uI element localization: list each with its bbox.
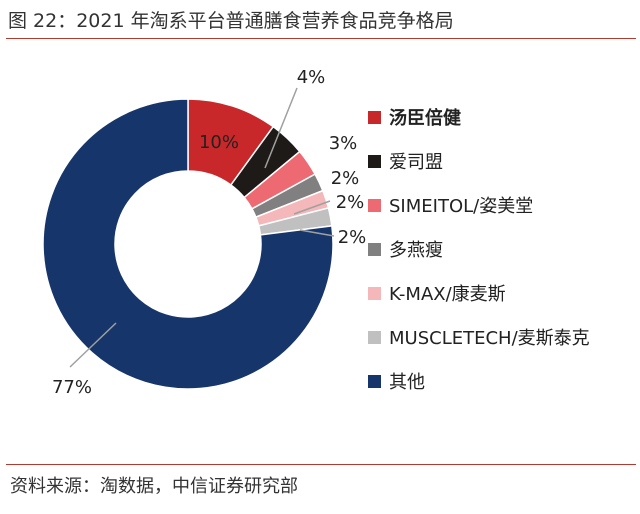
legend-label: K-MAX/康麦斯: [389, 284, 506, 305]
data-label-5: 2%: [336, 192, 365, 213]
legend-item-4: 多燕瘦: [368, 236, 443, 262]
legend-label: 汤臣倍健: [389, 108, 461, 129]
legend-item-1: 汤臣倍健: [368, 104, 461, 130]
leader-line-2: [264, 87, 298, 169]
legend-label: 其他: [389, 372, 425, 393]
data-label-7: 77%: [52, 377, 92, 398]
legend-item-5: K-MAX/康麦斯: [368, 280, 506, 306]
legend-item-2: 爱司盟: [368, 148, 443, 174]
legend-swatch: [368, 198, 381, 212]
legend-label: MUSCLETECH/麦斯泰克: [389, 328, 590, 349]
source-note: 资料来源：淘数据，中信证券研究部: [10, 476, 298, 497]
title-divider: [6, 38, 636, 39]
data-label-3: 3%: [329, 133, 358, 154]
donut-slice-7: [42, 98, 334, 390]
legend-swatch: [368, 330, 381, 344]
leader-line-7: [69, 322, 117, 368]
leader-line-6: [299, 229, 335, 237]
legend-swatch: [368, 242, 381, 256]
data-label-6: 2%: [338, 227, 367, 248]
legend-swatch: [368, 110, 381, 124]
legend-swatch: [368, 374, 381, 388]
legend-swatch: [368, 286, 381, 300]
legend-item-7: 其他: [368, 368, 425, 394]
source-divider: [6, 464, 636, 465]
legend-item-6: MUSCLETECH/麦斯泰克: [368, 324, 590, 350]
chart-title: 图 22：2021 年淘系平台普通膳食营养食品竞争格局: [8, 10, 454, 32]
data-label-2: 4%: [297, 67, 326, 88]
legend-label: 爱司盟: [389, 152, 443, 173]
leader-line-5: [293, 200, 331, 215]
data-label-4: 2%: [331, 168, 360, 189]
legend-swatch: [368, 154, 381, 168]
legend-item-3: SIMEITOL/姿美堂: [368, 192, 533, 218]
data-label-1: 10%: [199, 132, 239, 153]
legend-label: SIMEITOL/姿美堂: [389, 196, 534, 217]
legend-label: 多燕瘦: [389, 240, 443, 261]
